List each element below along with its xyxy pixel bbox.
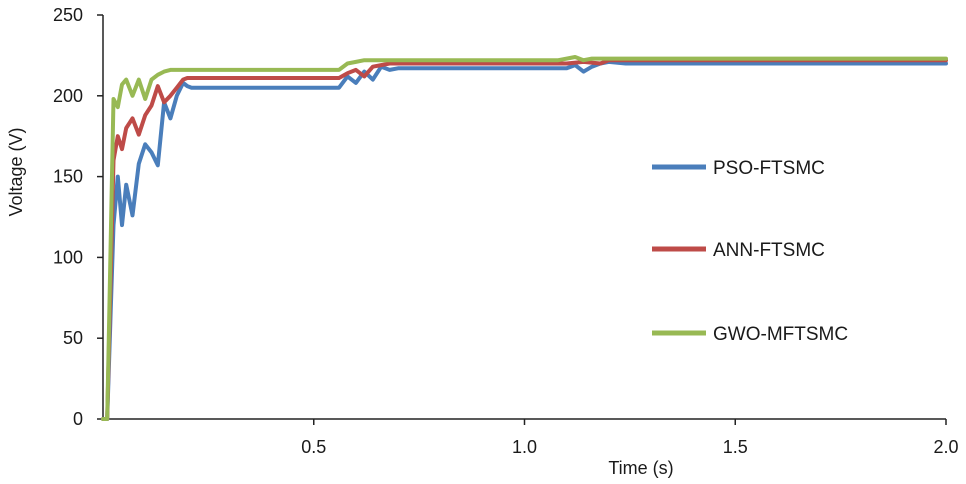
y-axis: 0 50 100 150 200 250: [53, 5, 104, 429]
y-axis-title: Voltage (V): [6, 127, 26, 216]
x-axis: 0.5 1.0 1.5 2.0: [103, 418, 959, 457]
y-tick-label: 250: [53, 5, 83, 25]
legend-label: PSO-FTSMC: [713, 158, 825, 179]
series-lines: [101, 55, 948, 421]
y-tick-label: 50: [63, 328, 83, 348]
series-line-1: [101, 59, 948, 421]
y-tick-label: 0: [73, 409, 83, 429]
legend-label: ANN-FTSMC: [713, 240, 825, 261]
series-line-3: [101, 55, 948, 421]
y-tick-label: 100: [53, 247, 83, 267]
y-tick-label: 150: [53, 167, 83, 187]
y-tick-label: 200: [53, 86, 83, 106]
x-axis-title: Time (s): [608, 458, 673, 478]
x-tick-label: 2.0: [933, 437, 958, 457]
x-tick-label: 0.5: [301, 437, 326, 457]
series-line-2: [101, 58, 948, 421]
legend-label: GWO-MFTSMC: [713, 324, 848, 345]
x-tick-label: 1.5: [723, 437, 748, 457]
legend: PSO-FTSMC ANN-FTSMC GWO-MFTSMC: [652, 158, 848, 345]
x-tick-label: 1.0: [512, 437, 537, 457]
